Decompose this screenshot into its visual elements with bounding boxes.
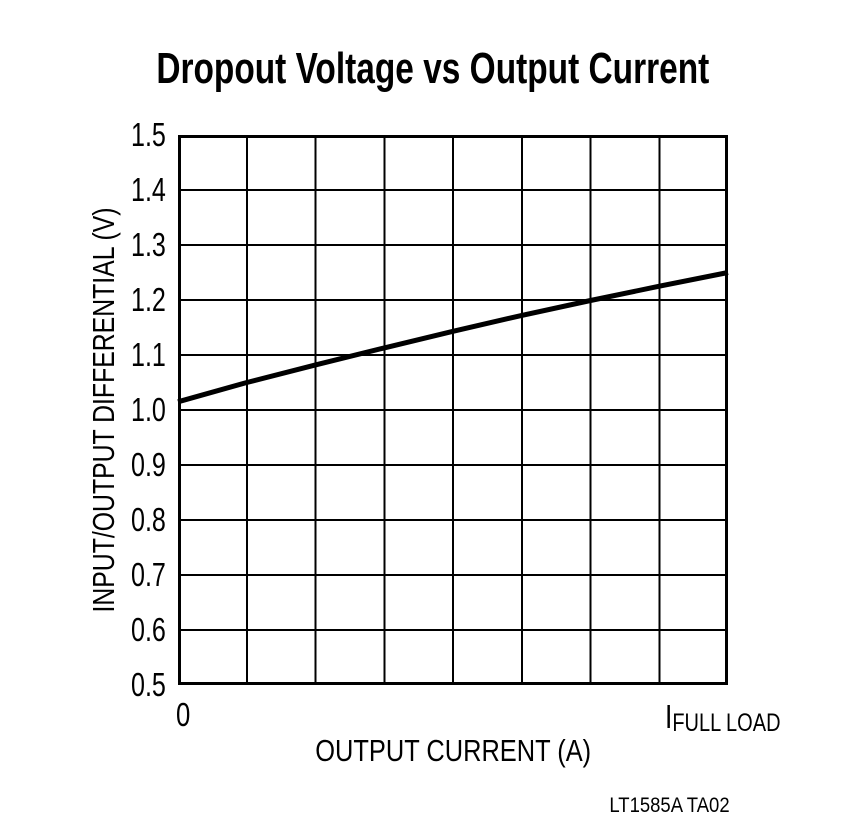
current-symbol: I xyxy=(665,698,673,735)
part-annotation-text: LT1585A TA02 xyxy=(609,794,730,817)
current-subscript: FULL LOAD xyxy=(672,709,781,737)
y-tick-label: 0.6 xyxy=(131,611,166,648)
y-tick-label: 1.0 xyxy=(131,391,166,428)
x-axis-title-text: OUTPUT CURRENT (A) xyxy=(315,733,591,768)
dropout-voltage-curve xyxy=(177,270,729,405)
part-annotation: LT1585A TA02 xyxy=(593,794,730,817)
x-axis-title: OUTPUT CURRENT (A) xyxy=(178,733,728,768)
chart-title-text: Dropout Voltage vs Output Current xyxy=(156,44,709,93)
y-tick-label: 0.9 xyxy=(131,446,166,483)
y-tick-label: 0.5 xyxy=(131,666,166,703)
y-tick-label: 0.8 xyxy=(131,501,166,538)
y-tick-label: 0.7 xyxy=(131,556,166,593)
x-tick-full-load: IFULL LOAD xyxy=(665,698,809,737)
y-tick-label: 1.3 xyxy=(131,226,166,263)
y-tick-label: 1.2 xyxy=(131,281,166,318)
plot-svg xyxy=(177,135,729,685)
chart-title: Dropout Voltage vs Output Current xyxy=(0,47,865,91)
y-tick-label: 1.4 xyxy=(131,171,166,208)
y-tick-label: 1.1 xyxy=(131,336,166,373)
x-tick-zero: 0 xyxy=(175,696,191,733)
y-tick-label: 1.5 xyxy=(131,116,166,153)
